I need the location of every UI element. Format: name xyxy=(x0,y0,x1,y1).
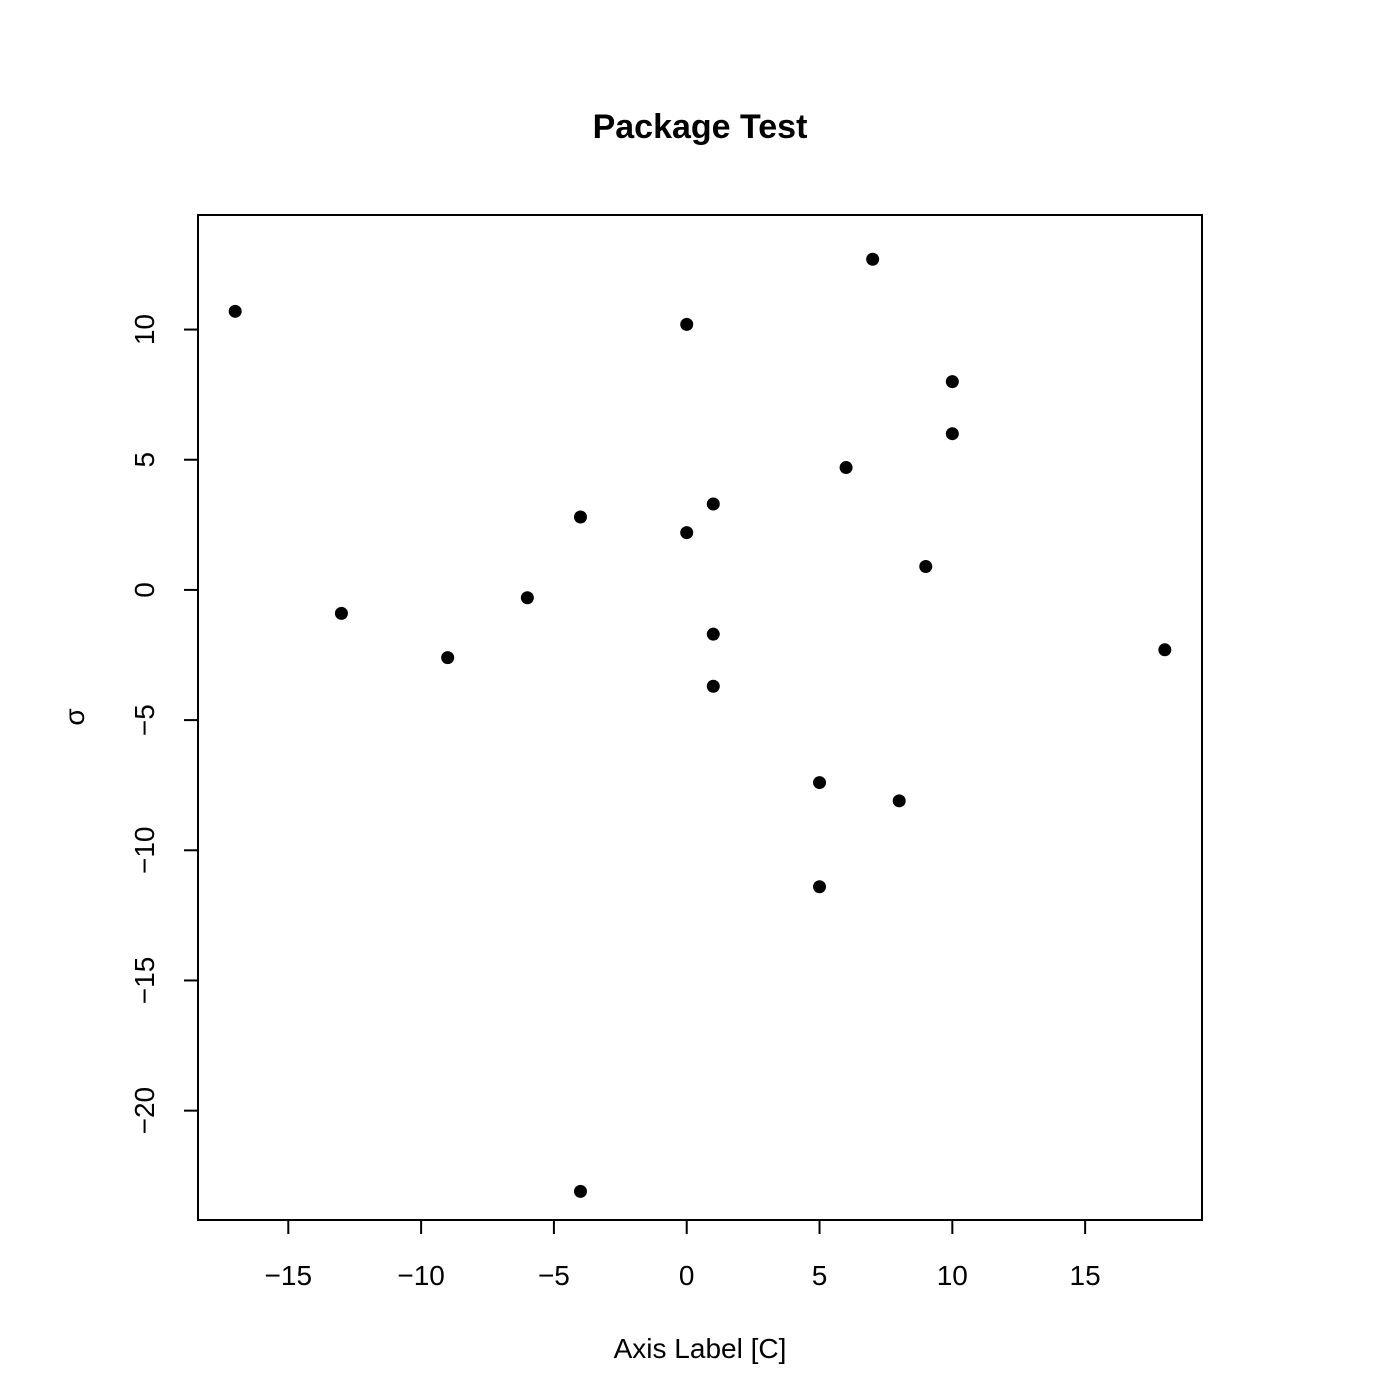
x-tick-label: −10 xyxy=(397,1260,445,1291)
data-point xyxy=(839,461,853,475)
data-point xyxy=(945,375,959,389)
data-point xyxy=(813,776,827,790)
x-tick-label: −15 xyxy=(265,1260,313,1291)
x-axis-label: Axis Label [C] xyxy=(614,1333,787,1364)
data-point xyxy=(680,317,694,331)
y-tick-label: −20 xyxy=(129,1087,160,1135)
data-point xyxy=(945,427,959,441)
x-axis: −15 −10 −5 0 5 10 15 xyxy=(265,1219,1101,1291)
x-tick-label: −5 xyxy=(538,1260,570,1291)
y-tick-label: 0 xyxy=(129,582,160,598)
data-point xyxy=(706,497,720,511)
x-tick-label: 15 xyxy=(1070,1260,1101,1291)
y-tick-label: 10 xyxy=(129,314,160,345)
data-point xyxy=(520,591,534,605)
data-point xyxy=(334,606,348,620)
y-axis: −20 −15 −10 −5 0 5 10 xyxy=(129,314,199,1135)
data-point xyxy=(706,627,720,641)
data-point xyxy=(441,651,455,665)
y-tick-label: −5 xyxy=(129,704,160,736)
data-point xyxy=(892,794,906,808)
data-point xyxy=(919,559,933,573)
chart-title: Package Test xyxy=(593,108,808,146)
data-point xyxy=(573,1184,587,1198)
x-tick-label: 0 xyxy=(679,1260,695,1291)
y-tick-label: −10 xyxy=(129,827,160,875)
y-tick-label: 5 xyxy=(129,452,160,468)
x-tick-label: 5 xyxy=(812,1260,828,1291)
plot-frame xyxy=(197,214,1203,1221)
data-point xyxy=(1158,643,1172,657)
data-point xyxy=(813,880,827,894)
data-point xyxy=(680,526,694,540)
y-axis-label: σ xyxy=(59,708,90,725)
data-point xyxy=(706,679,720,693)
x-tick-label: 10 xyxy=(937,1260,968,1291)
data-point xyxy=(573,510,587,524)
data-points xyxy=(228,252,1172,1198)
data-point xyxy=(866,252,880,266)
data-point xyxy=(228,304,242,318)
y-tick-label: −15 xyxy=(129,957,160,1005)
